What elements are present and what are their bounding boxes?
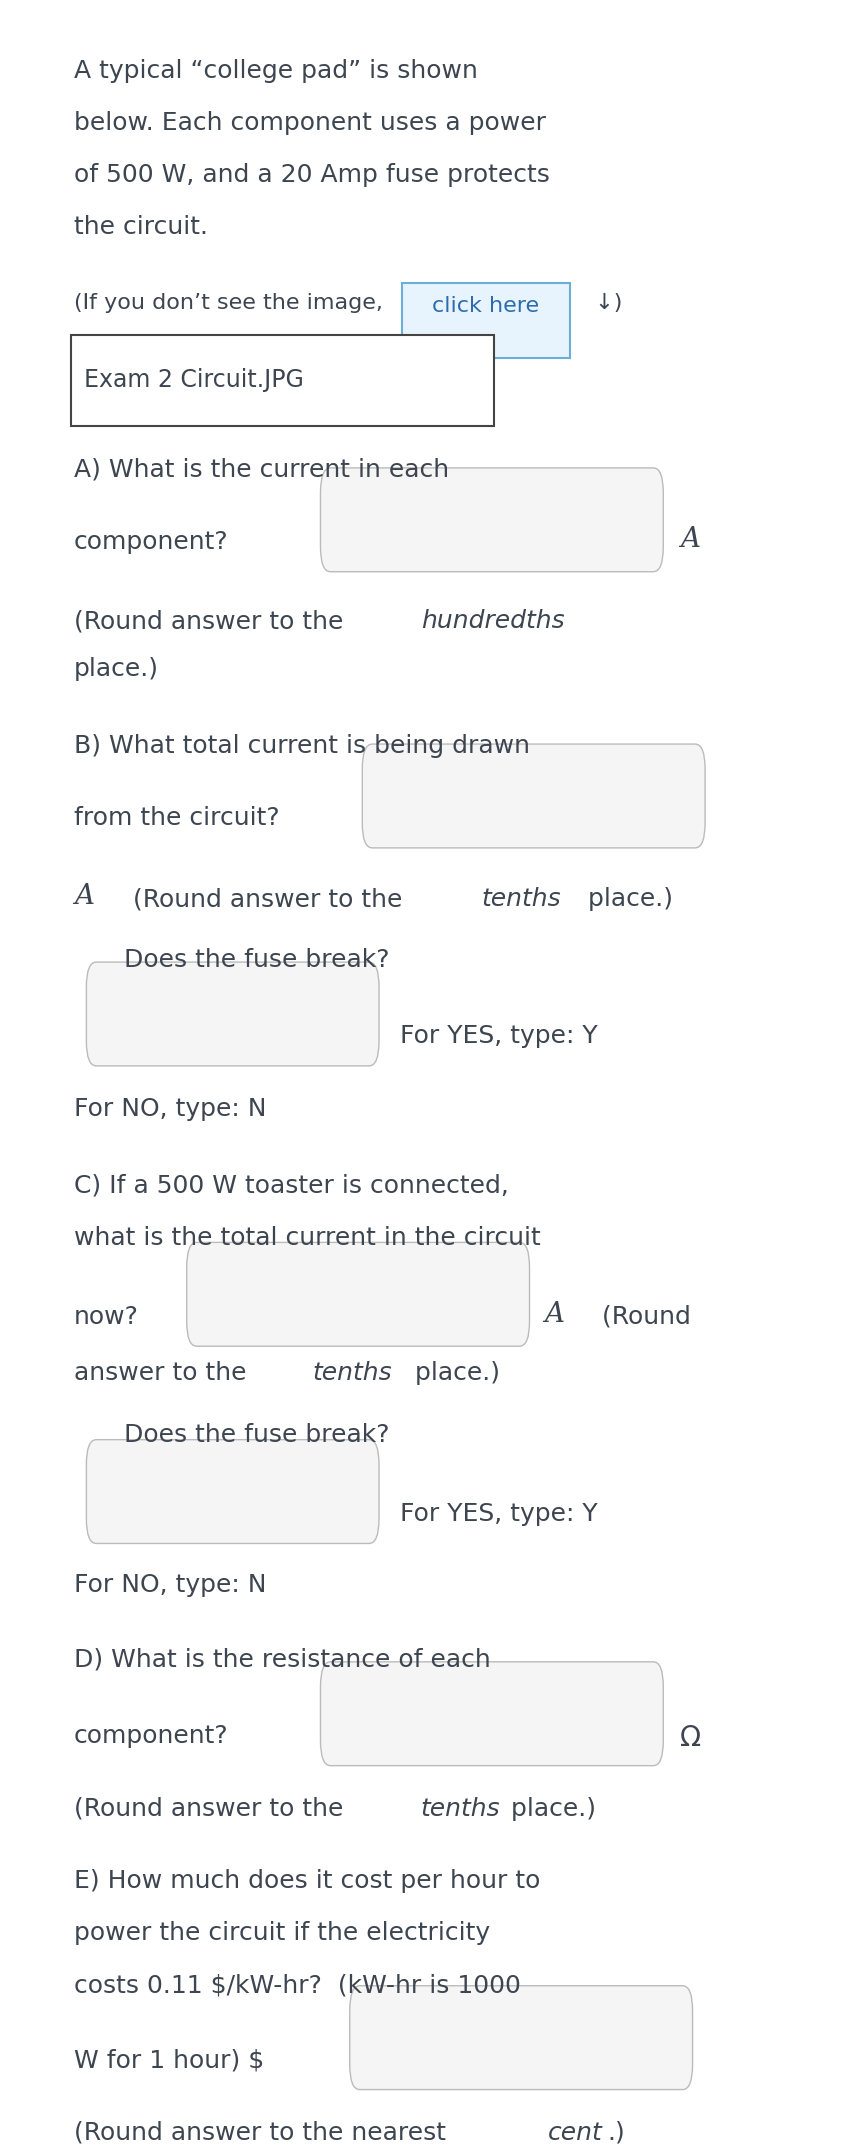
Text: A: A: [544, 1301, 564, 1327]
Text: ↓): ↓): [588, 294, 622, 313]
FancyBboxPatch shape: [71, 334, 495, 427]
Text: component?: component?: [74, 1724, 229, 1747]
Text: answer to the: answer to the: [74, 1361, 254, 1385]
Text: A: A: [680, 525, 700, 553]
FancyBboxPatch shape: [87, 963, 379, 1066]
Text: (Round answer to the: (Round answer to the: [117, 888, 411, 911]
Text: (Round: (Round: [586, 1306, 690, 1329]
Text: D) What is the resistance of each: D) What is the resistance of each: [74, 1647, 490, 1672]
FancyBboxPatch shape: [320, 467, 663, 572]
Text: click here: click here: [432, 296, 539, 315]
Text: tenths: tenths: [421, 1797, 501, 1820]
FancyBboxPatch shape: [320, 1662, 663, 1767]
Text: .): .): [607, 2120, 625, 2144]
Text: B) What total current is being drawn: B) What total current is being drawn: [74, 733, 530, 757]
Text: (Round answer to the: (Round answer to the: [74, 609, 351, 632]
Text: Ω: Ω: [680, 1724, 701, 1752]
Text: Does the fuse break?: Does the fuse break?: [124, 1424, 389, 1447]
Text: Does the fuse break?: Does the fuse break?: [124, 948, 389, 971]
Text: the circuit.: the circuit.: [74, 214, 208, 238]
Text: A typical “college pad” is shown: A typical “college pad” is shown: [74, 58, 478, 84]
Text: component?: component?: [74, 530, 229, 553]
Text: tenths: tenths: [312, 1361, 392, 1385]
Text: from the circuit?: from the circuit?: [74, 806, 280, 830]
Text: Exam 2 Circuit.JPG: Exam 2 Circuit.JPG: [84, 369, 303, 392]
Text: place.): place.): [580, 888, 672, 911]
Text: now?: now?: [74, 1306, 139, 1329]
Text: For YES, type: Y: For YES, type: Y: [400, 1025, 598, 1048]
Text: A: A: [74, 883, 94, 911]
Text: E) How much does it cost per hour to: E) How much does it cost per hour to: [74, 1870, 541, 1893]
Text: (Round answer to the nearest: (Round answer to the nearest: [74, 2120, 454, 2144]
Text: power the circuit if the electricity: power the circuit if the electricity: [74, 1921, 490, 1945]
Text: For NO, type: N: For NO, type: N: [74, 1572, 266, 1597]
Text: C) If a 500 W toaster is connected,: C) If a 500 W toaster is connected,: [74, 1175, 508, 1198]
Text: For YES, type: Y: For YES, type: Y: [400, 1503, 598, 1527]
Text: W for 1 hour) $: W for 1 hour) $: [74, 2048, 264, 2071]
Text: what is the total current in the circuit: what is the total current in the circuit: [74, 1226, 541, 1250]
FancyBboxPatch shape: [87, 1439, 379, 1544]
Text: tenths: tenths: [481, 888, 561, 911]
Text: A) What is the current in each: A) What is the current in each: [74, 457, 449, 482]
FancyBboxPatch shape: [349, 1985, 693, 2090]
Text: below. Each component uses a power: below. Each component uses a power: [74, 111, 546, 135]
Text: costs 0.11 $/kW-hr?  (kW-hr is 1000: costs 0.11 $/kW-hr? (kW-hr is 1000: [74, 1972, 521, 1998]
Text: (Round answer to the: (Round answer to the: [74, 1797, 351, 1820]
Text: For NO, type: N: For NO, type: N: [74, 1098, 266, 1121]
Text: hundredths: hundredths: [421, 609, 564, 632]
Text: (If you don’t see the image,: (If you don’t see the image,: [74, 294, 390, 313]
Text: cent: cent: [548, 2120, 603, 2144]
FancyBboxPatch shape: [187, 1241, 530, 1346]
Text: place.): place.): [74, 656, 159, 682]
FancyBboxPatch shape: [362, 744, 706, 847]
Text: of 500 W, and a 20 Amp fuse protects: of 500 W, and a 20 Amp fuse protects: [74, 163, 550, 187]
Text: place.): place.): [406, 1361, 500, 1385]
Text: place.): place.): [502, 1797, 596, 1820]
FancyBboxPatch shape: [401, 283, 570, 358]
